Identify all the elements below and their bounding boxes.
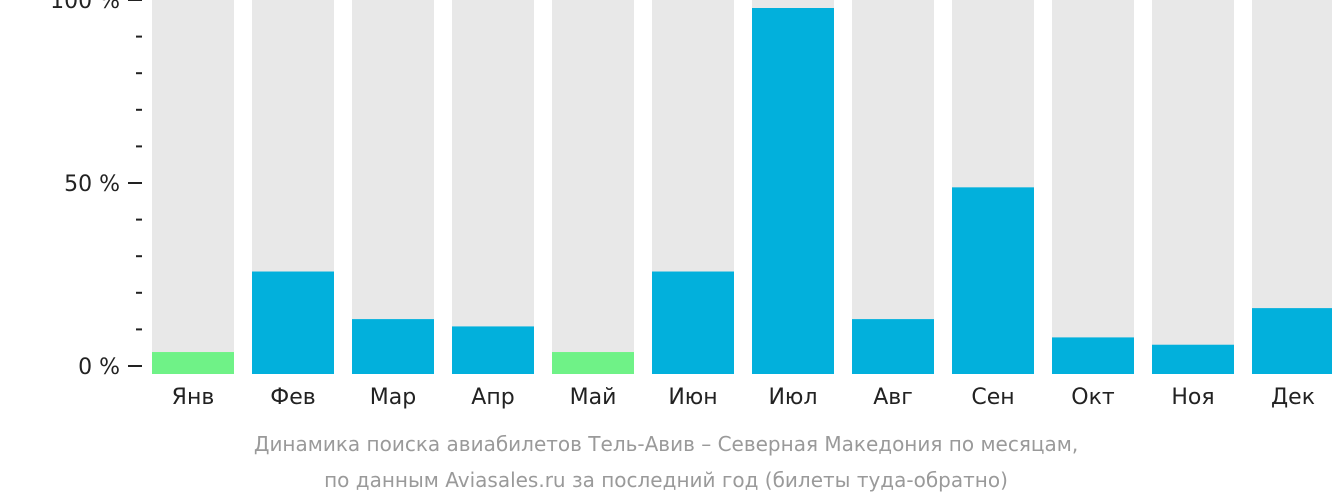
bar bbox=[552, 352, 634, 374]
y-tick-label: 0 % bbox=[78, 355, 120, 380]
x-tick-label: Май bbox=[570, 385, 617, 410]
bar bbox=[352, 319, 434, 374]
chart-caption-line2: по данным Aviasales.ru за последний год … bbox=[324, 468, 1008, 492]
x-tick-label: Июл bbox=[768, 385, 817, 410]
bar-track bbox=[152, 0, 234, 374]
x-tick-label: Янв bbox=[172, 385, 215, 410]
bar bbox=[652, 271, 734, 374]
bar bbox=[252, 271, 334, 374]
bar bbox=[1052, 337, 1134, 374]
chart-caption-line1: Динамика поиска авиабилетов Тель-Авив – … bbox=[253, 432, 1079, 456]
bar bbox=[1152, 344, 1234, 374]
y-tick-label: 100 % bbox=[50, 0, 120, 14]
x-tick-label: Июн bbox=[668, 385, 717, 410]
x-tick-label: Окт bbox=[1071, 385, 1115, 410]
y-tick-label: 50 % bbox=[64, 172, 120, 197]
x-tick-label: Сен bbox=[971, 385, 1014, 410]
bar-track bbox=[1052, 0, 1134, 374]
bar bbox=[452, 326, 534, 374]
x-tick-label: Ноя bbox=[1171, 385, 1214, 410]
x-axis-labels: Янв Фев Мар Апр Май Июн Июл Авг Сен Окт Ноя Дек bbox=[172, 385, 1315, 410]
bar bbox=[952, 187, 1034, 374]
x-tick-label: Мар bbox=[370, 385, 416, 410]
x-tick-label: Авг bbox=[873, 385, 913, 410]
bar bbox=[152, 352, 234, 374]
bar-track bbox=[552, 0, 634, 374]
x-tick-label: Дек bbox=[1271, 385, 1315, 410]
bar-track bbox=[852, 0, 934, 374]
bar-track bbox=[1152, 0, 1234, 374]
bar bbox=[752, 8, 834, 374]
bar bbox=[852, 319, 934, 374]
bar-track bbox=[352, 0, 434, 374]
bar-track bbox=[452, 0, 534, 374]
y-axis: 0 % 50 % 100 % bbox=[50, 0, 142, 380]
x-tick-label: Фев bbox=[270, 385, 315, 410]
bars bbox=[152, 0, 1332, 374]
x-tick-label: Апр bbox=[471, 385, 514, 410]
bar bbox=[1252, 308, 1332, 374]
